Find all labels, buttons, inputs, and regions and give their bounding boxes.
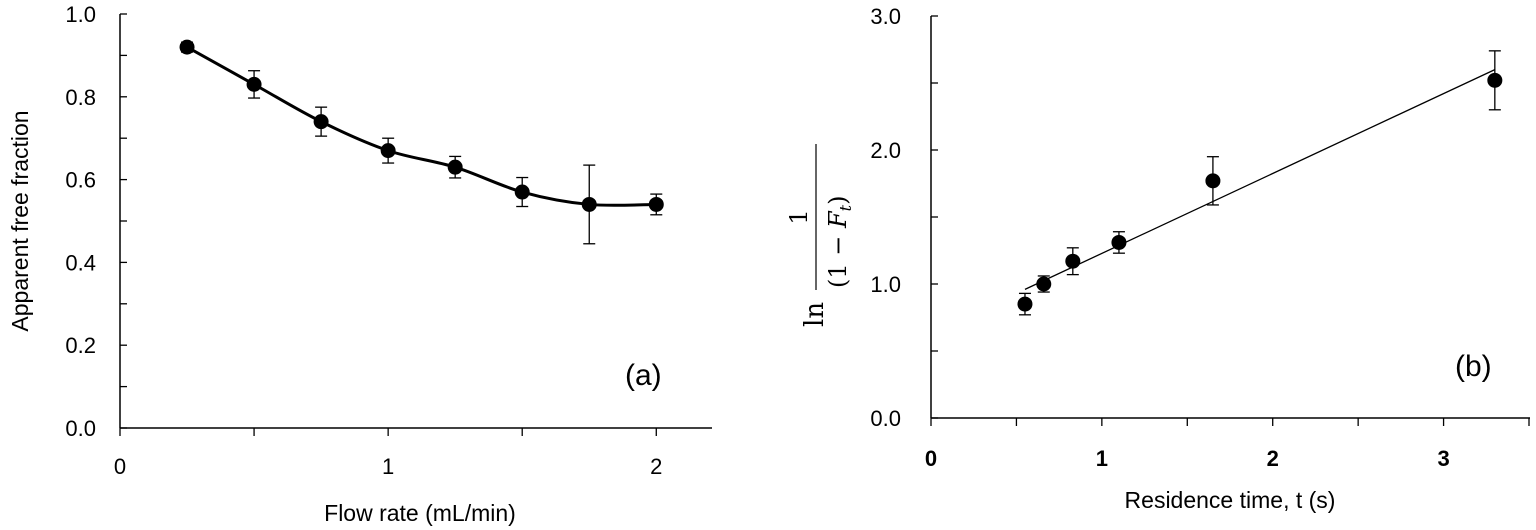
panel-a-y-axis-label: Apparent free fraction [7, 110, 33, 331]
y-tick-label: 0.4 [65, 250, 96, 275]
panel-b-y-axis-label: ln 1 (1 − Ft) [785, 144, 855, 327]
y-tick-label: 2.0 [870, 138, 901, 163]
x-tick-label: 1 [382, 454, 394, 479]
data-point [246, 76, 262, 92]
panel-b-x-axis-label: Residence time, t (s) [1125, 487, 1336, 513]
x-tick-label: 1 [1096, 446, 1108, 471]
y-label-denominator: (1 − Ft) [824, 196, 855, 288]
panel-a-ticks [119, 13, 657, 436]
y-label-numerator: 1 [785, 209, 813, 224]
panel-b: 0 1 2 3 0.0 1.0 2.0 3.0 (b) Residence time, t (… [785, 4, 1530, 513]
y-label-denominator-left: (1 − [824, 228, 852, 288]
x-tick-label: 0 [925, 446, 937, 471]
data-point [1205, 173, 1221, 189]
panel-a-data-marks [179, 39, 664, 245]
data-point [581, 196, 597, 212]
y-tick-label: 0.6 [65, 168, 96, 193]
data-point [648, 196, 664, 212]
y-tick-label: 0.0 [65, 416, 96, 441]
y-tick-label: 3.0 [870, 4, 901, 29]
x-tick-label: 2 [1267, 446, 1279, 471]
y-tick-label: 1.0 [65, 2, 96, 27]
panel-a: 0 1 2 0.0 0.2 0.4 0.6 0.8 1.0 (a) Flow rate (mL/… [7, 2, 712, 526]
data-point [1017, 296, 1033, 312]
data-point [447, 159, 463, 175]
y-label-denominator-right: ) [824, 196, 852, 205]
panel-b-label: (b) [1455, 350, 1492, 383]
panel-a-tick-labels: 0 1 2 0.0 0.2 0.4 0.6 0.8 1.0 [65, 2, 662, 479]
x-tick-label: 2 [650, 454, 662, 479]
panel-b-data-marks [1017, 50, 1503, 316]
data-point [313, 114, 329, 130]
trendline [1024, 69, 1496, 290]
panel-b-ticks [930, 15, 1530, 426]
y-tick-label: 0.2 [65, 333, 96, 358]
data-point [514, 184, 530, 200]
data-point [1065, 253, 1081, 269]
panel-a-label: (a) [625, 359, 662, 392]
y-label-ln: ln [800, 302, 830, 327]
data-point [1487, 72, 1503, 88]
data-point [179, 39, 195, 55]
y-label-denominator-var: F [824, 210, 852, 229]
panel-b-tick-labels: 0 1 2 3 0.0 1.0 2.0 3.0 [870, 4, 1449, 471]
y-tick-label: 1.0 [870, 272, 901, 297]
x-tick-label: 0 [114, 454, 126, 479]
panel-a-x-axis-label: Flow rate (mL/min) [324, 500, 516, 526]
y-tick-label: 0.8 [65, 85, 96, 110]
data-point [1111, 234, 1127, 250]
data-point [380, 143, 396, 159]
data-point [1036, 276, 1052, 292]
y-label-denominator-sub: t [836, 204, 855, 211]
y-tick-label: 0.0 [870, 406, 901, 431]
x-tick-label: 3 [1437, 446, 1449, 471]
